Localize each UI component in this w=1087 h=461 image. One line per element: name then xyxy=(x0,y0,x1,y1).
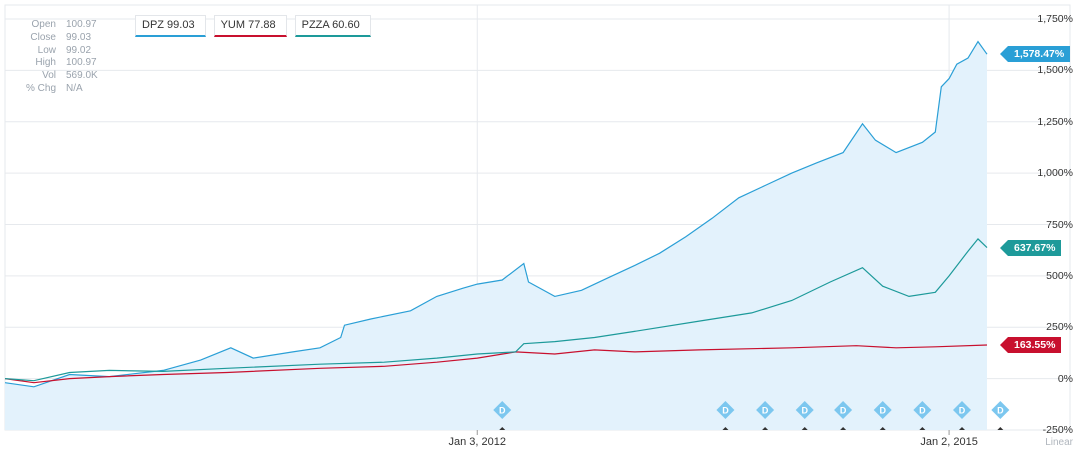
ohlc-label: Low xyxy=(37,44,56,56)
dividend-marker-label: D xyxy=(801,406,808,416)
dividend-marker xyxy=(913,401,932,419)
dividend-marker-label: D xyxy=(722,406,729,416)
y-tick-label: 500% xyxy=(1046,269,1073,282)
dividend-marker-label: D xyxy=(762,406,769,416)
dividend-tick xyxy=(840,427,847,430)
dividend-marker xyxy=(873,401,892,419)
dividend-marker xyxy=(493,401,512,419)
ohlc-panel: Open 100.97 Close 99.03 Low 99.02 High 100.97 Vo… xyxy=(6,19,98,96)
end-value-badge-dpz: 1,578.47% xyxy=(999,46,1071,63)
dividend-tick xyxy=(499,427,506,430)
x-tick-label: Jan 3, 2012 xyxy=(448,436,507,448)
legend-item[interactable]: PZZA 60.60 xyxy=(294,15,371,37)
ohlc-row: Low 99.02 xyxy=(6,45,98,58)
y-tick-label: 1,500% xyxy=(1037,64,1073,77)
y-tick-label: 250% xyxy=(1046,321,1073,334)
yum-line xyxy=(4,344,988,384)
dividend-marker-label: D xyxy=(997,406,1004,416)
ohlc-label: Close xyxy=(30,31,56,43)
legend-item[interactable]: DPZ 99.03 xyxy=(135,15,206,37)
x-tick-label: Jan 2, 2015 xyxy=(920,436,978,448)
ohlc-value: 100.97 xyxy=(66,19,97,30)
dividend-marker xyxy=(953,401,972,419)
y-tick-label: 750% xyxy=(1046,218,1073,231)
dividend-tick xyxy=(722,427,729,430)
dividend-marker xyxy=(834,401,853,419)
end-value-badge-yum: 163.55% xyxy=(999,337,1062,353)
ohlc-label: Open xyxy=(31,19,56,30)
ohlc-value: 100.97 xyxy=(66,57,97,69)
dividend-tick xyxy=(762,427,769,430)
ohlc-row: Open 100.97 xyxy=(6,19,98,32)
dividend-marker xyxy=(716,401,735,419)
dividend-marker-label: D xyxy=(879,406,886,416)
dividend-marker xyxy=(795,401,814,419)
legend: DPZ 99.03 YUM 77.88 PZZA 60.60 xyxy=(135,15,371,37)
y-tick-label: 1,250% xyxy=(1037,115,1073,128)
scale-label[interactable]: Linear xyxy=(1045,437,1073,448)
dividend-tick xyxy=(801,427,808,430)
ohlc-row: High 100.97 xyxy=(6,57,98,70)
ohlc-row: Close 99.03 xyxy=(6,32,98,45)
ohlc-value: N/A xyxy=(66,82,83,94)
dividend-tick xyxy=(919,427,926,430)
pzza-line xyxy=(4,238,988,382)
ohlc-value: 99.02 xyxy=(66,44,92,56)
y-tick-label: 0% xyxy=(1057,372,1073,385)
y-tick-label: 1,000% xyxy=(1037,167,1073,180)
y-tick-label: -250% xyxy=(1042,424,1073,436)
ohlc-label: High xyxy=(35,57,56,69)
dividend-marker-label: D xyxy=(840,406,847,416)
dividend-marker-label: D xyxy=(959,406,966,416)
dpz-line xyxy=(4,40,988,388)
ohlc-label: Vol xyxy=(42,70,56,82)
dividend-tick xyxy=(997,427,1004,430)
dividend-marker xyxy=(756,401,775,419)
ohlc-value: 99.03 xyxy=(66,31,92,43)
ohlc-label: % Chg xyxy=(25,82,56,94)
dividend-marker-label: D xyxy=(499,406,506,416)
dpz-area xyxy=(5,41,987,430)
ohlc-value: 569.0K xyxy=(66,70,98,82)
dividend-marker xyxy=(991,401,1010,419)
end-value-badge-pzza: 637.67% xyxy=(999,239,1062,256)
legend-item[interactable]: YUM 77.88 xyxy=(213,15,287,37)
ohlc-row: Vol 569.0K xyxy=(6,70,98,83)
dividend-tick xyxy=(959,427,966,430)
ohlc-row: % Chg N/A xyxy=(6,83,98,96)
dividend-tick xyxy=(879,427,886,430)
y-tick-label: 1,750% xyxy=(1037,13,1073,25)
dividend-marker-label: D xyxy=(919,406,926,416)
